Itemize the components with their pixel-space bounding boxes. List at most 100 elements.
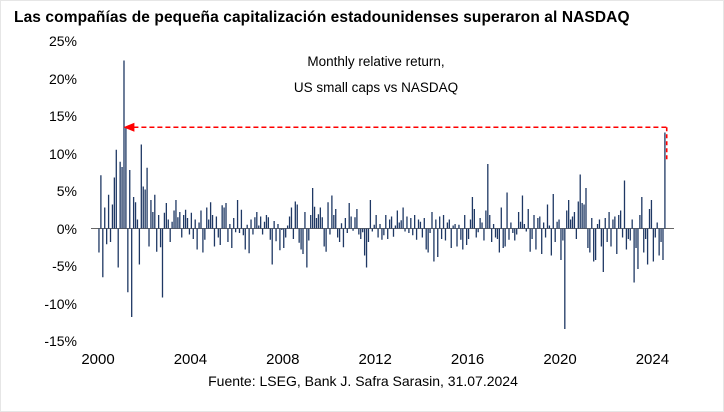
- bar: [485, 210, 487, 229]
- bar: [163, 212, 166, 229]
- bar: [348, 203, 350, 229]
- bar: [450, 228, 452, 248]
- y-tick-label: 0%: [56, 220, 77, 237]
- bar: [352, 228, 354, 231]
- bar: [233, 218, 235, 229]
- bar: [129, 170, 131, 229]
- bar: [639, 215, 641, 229]
- bar: [248, 228, 250, 254]
- bar: [664, 132, 666, 229]
- bar: [308, 228, 310, 241]
- bar: [521, 195, 524, 229]
- bar: [329, 228, 331, 235]
- bar: [446, 222, 449, 229]
- bar: [587, 228, 589, 248]
- bar: [600, 228, 603, 247]
- bar: [246, 224, 248, 229]
- bar: [439, 216, 441, 229]
- bar: [367, 228, 370, 242]
- bar: [165, 203, 167, 229]
- bar: [302, 228, 304, 254]
- bar: [619, 210, 622, 229]
- bar: [431, 212, 433, 229]
- bar: [579, 174, 581, 229]
- source-footer: Fuente: LSEG, Bank J. Safra Sarasin, 31.…: [208, 373, 518, 389]
- bar: [342, 228, 345, 248]
- bar: [156, 228, 158, 252]
- bar: [467, 228, 470, 239]
- bar: [102, 228, 104, 278]
- bar: [265, 215, 268, 229]
- bar: [229, 224, 231, 229]
- bar: [512, 228, 514, 233]
- bar: [492, 224, 495, 229]
- bar: [271, 228, 273, 265]
- bar: [335, 209, 337, 229]
- bar: [390, 216, 393, 229]
- bar: [583, 204, 585, 229]
- bar: [650, 200, 653, 229]
- bar: [263, 221, 266, 229]
- bar: [198, 222, 200, 229]
- bar: [652, 228, 655, 262]
- bar: [541, 228, 543, 254]
- bar: [598, 219, 601, 229]
- bar: [286, 225, 289, 229]
- bar: [556, 221, 558, 229]
- bar: [614, 216, 616, 229]
- bar: [181, 228, 183, 238]
- bar: [315, 218, 318, 229]
- bar: [204, 228, 206, 240]
- bar: [452, 225, 454, 229]
- x-tick-label: 2024: [635, 351, 670, 368]
- bar: [113, 177, 116, 229]
- bar: [217, 228, 219, 238]
- bar: [238, 228, 241, 233]
- bar: [194, 219, 196, 229]
- bar: [236, 200, 239, 229]
- bar: [440, 228, 443, 239]
- bar: [396, 210, 398, 229]
- bar: [388, 219, 391, 229]
- bar: [337, 228, 339, 238]
- bar: [425, 228, 427, 250]
- bar: [606, 228, 608, 242]
- bar: [568, 200, 570, 229]
- bar: [591, 218, 593, 229]
- bar: [327, 202, 329, 229]
- bar: [514, 228, 516, 241]
- bar: [177, 217, 179, 229]
- bar: [154, 194, 156, 229]
- bar: [279, 228, 281, 251]
- bar: [544, 228, 547, 238]
- bar: [358, 228, 360, 235]
- bar: [323, 228, 325, 247]
- y-tick-label: 15%: [48, 108, 77, 124]
- bar: [625, 228, 628, 250]
- bar: [354, 217, 356, 229]
- bar: [173, 210, 175, 229]
- bar: [542, 222, 545, 229]
- bar: [150, 200, 152, 229]
- bar: [104, 207, 106, 229]
- bar: [406, 216, 408, 229]
- bar: [596, 224, 599, 229]
- bar: [277, 224, 279, 229]
- bar: [132, 197, 135, 229]
- bar: [340, 223, 343, 229]
- y-tick-label: 10%: [48, 145, 77, 162]
- bar: [387, 228, 389, 239]
- bar: [215, 216, 218, 229]
- bar: [200, 210, 202, 229]
- bar: [402, 207, 404, 229]
- bar: [554, 228, 556, 242]
- bar: [633, 228, 635, 283]
- bar: [254, 217, 256, 229]
- bar: [585, 188, 587, 229]
- bar: [169, 228, 171, 242]
- y-tick-label: -5%: [52, 258, 77, 274]
- bar: [498, 228, 501, 253]
- bar: [510, 222, 512, 229]
- x-tick-label: 2000: [81, 351, 115, 368]
